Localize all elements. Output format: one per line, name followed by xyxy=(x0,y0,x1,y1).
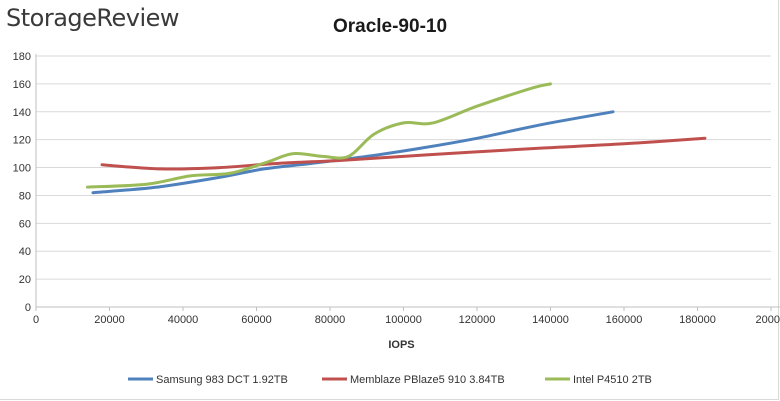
storagereview-logo: StorageReview xyxy=(6,4,180,32)
series-line-2 xyxy=(86,82,552,189)
x-tick-label: 120000 xyxy=(459,314,496,326)
x-tick-label: 0 xyxy=(33,314,39,326)
series-line-1 xyxy=(100,136,707,171)
x-tick-label: 160000 xyxy=(606,314,643,326)
legend-label: Memblaze PBlaze5 910 3.84TB xyxy=(350,374,505,386)
y-tick-label: 140 xyxy=(13,107,31,119)
x-tick-label: 180000 xyxy=(679,314,716,326)
legend-label: Samsung 983 DCT 1.92TB xyxy=(156,374,288,386)
y-tick-label: 180 xyxy=(13,51,31,63)
gridlines xyxy=(36,55,771,280)
y-tick-label: 120 xyxy=(13,135,31,147)
legend: Samsung 983 DCT 1.92TB Memblaze PBlaze5 9… xyxy=(128,374,652,386)
y-tick-label: 0 xyxy=(25,302,31,314)
y-tick-label: 40 xyxy=(19,246,31,258)
x-tick-label: 140000 xyxy=(532,314,569,326)
x-tick-label: 100000 xyxy=(385,314,422,326)
y-tick-label: 160 xyxy=(13,79,31,91)
x-tick-label: 80000 xyxy=(315,314,346,326)
tick-labels: 0 20 40 60 80 100 120 140 160 180 0 20000 40000 60000… xyxy=(13,51,780,326)
legend-label: Intel P4510 2TB xyxy=(573,374,652,386)
x-axis-title: IOPS xyxy=(388,339,414,351)
y-tick-label: 20 xyxy=(19,274,31,286)
y-tick-label: 80 xyxy=(19,190,31,202)
x-tick-label: 20000 xyxy=(94,314,125,326)
chart-title: Oracle-90-10 xyxy=(332,16,448,37)
y-tick-label: 100 xyxy=(13,163,31,175)
y-tick-label: 60 xyxy=(19,218,31,230)
x-tick-label: 40000 xyxy=(168,314,199,326)
x-tick-label: 2000 xyxy=(756,314,780,326)
x-tick-label: 60000 xyxy=(241,314,272,326)
axes xyxy=(35,54,780,311)
series-lines xyxy=(86,82,707,195)
